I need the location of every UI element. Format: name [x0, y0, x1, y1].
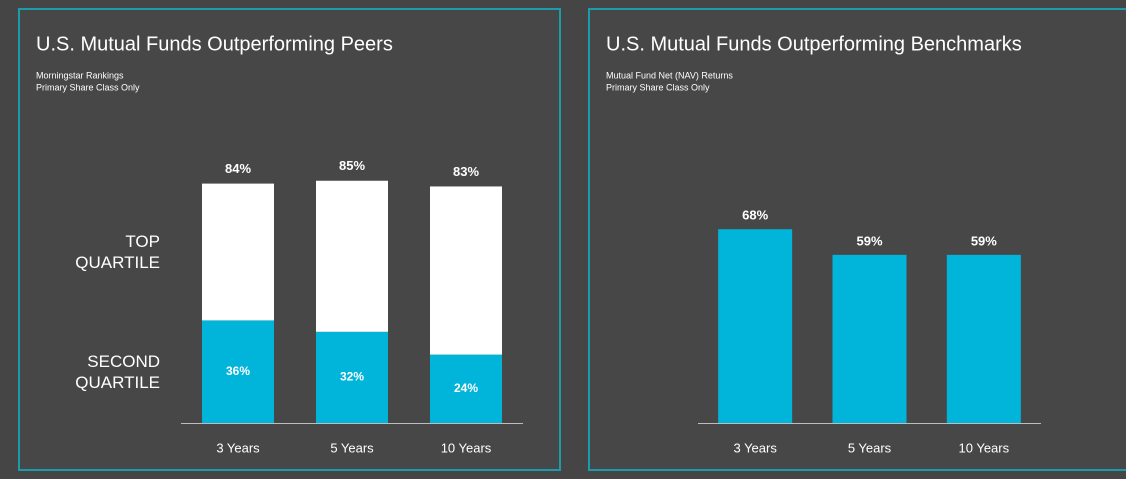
x-tick-label: 5 Years — [330, 440, 374, 455]
value-label: 59% — [856, 233, 882, 248]
subtitle: Mutual Fund Net (NAV) Returns — [606, 70, 733, 80]
value-label: 32% — [340, 370, 364, 384]
bar-segment — [316, 180, 388, 332]
x-tick-label: 3 Years — [216, 440, 260, 455]
x-tick-label: 10 Years — [959, 440, 1010, 455]
value-label: 48% — [226, 244, 250, 258]
bar-segment — [430, 186, 502, 355]
x-tick-label: 5 Years — [848, 440, 892, 455]
value-label: 36% — [226, 364, 250, 378]
value-label: 53% — [340, 248, 364, 262]
bar-segment — [316, 331, 388, 423]
bar — [718, 229, 793, 423]
legend-label: TOP QUARTILE — [75, 232, 160, 272]
legend-item: SECOND QUARTILE — [75, 351, 160, 392]
bar-segment — [430, 354, 502, 423]
subtitle: Primary Share Class Only — [36, 82, 140, 92]
total-label: 85% — [339, 158, 365, 173]
value-label: 24% — [454, 381, 478, 395]
bar-segment — [202, 183, 274, 321]
chart-title: U.S. Mutual Funds Outperforming Peers — [36, 33, 393, 55]
bar — [946, 254, 1021, 423]
x-tick-label: 10 Years — [441, 440, 492, 455]
value-label: 68% — [742, 208, 768, 223]
chart-title: U.S. Mutual Funds Outperforming Benchmar… — [606, 33, 1022, 55]
value-label: 59% — [971, 233, 997, 248]
bar — [832, 254, 907, 423]
subtitle: Morningstar Rankings — [36, 70, 124, 80]
total-label: 84% — [225, 161, 251, 176]
bar-segment — [202, 320, 274, 423]
legend-item: TOP QUARTILE — [75, 232, 160, 272]
legend-label: SECOND QUARTILE — [75, 351, 160, 392]
x-tick-label: 3 Years — [733, 440, 777, 455]
subtitle: Primary Share Class Only — [606, 82, 710, 92]
total-label: 83% — [453, 164, 479, 179]
value-label: 59% — [454, 263, 478, 277]
